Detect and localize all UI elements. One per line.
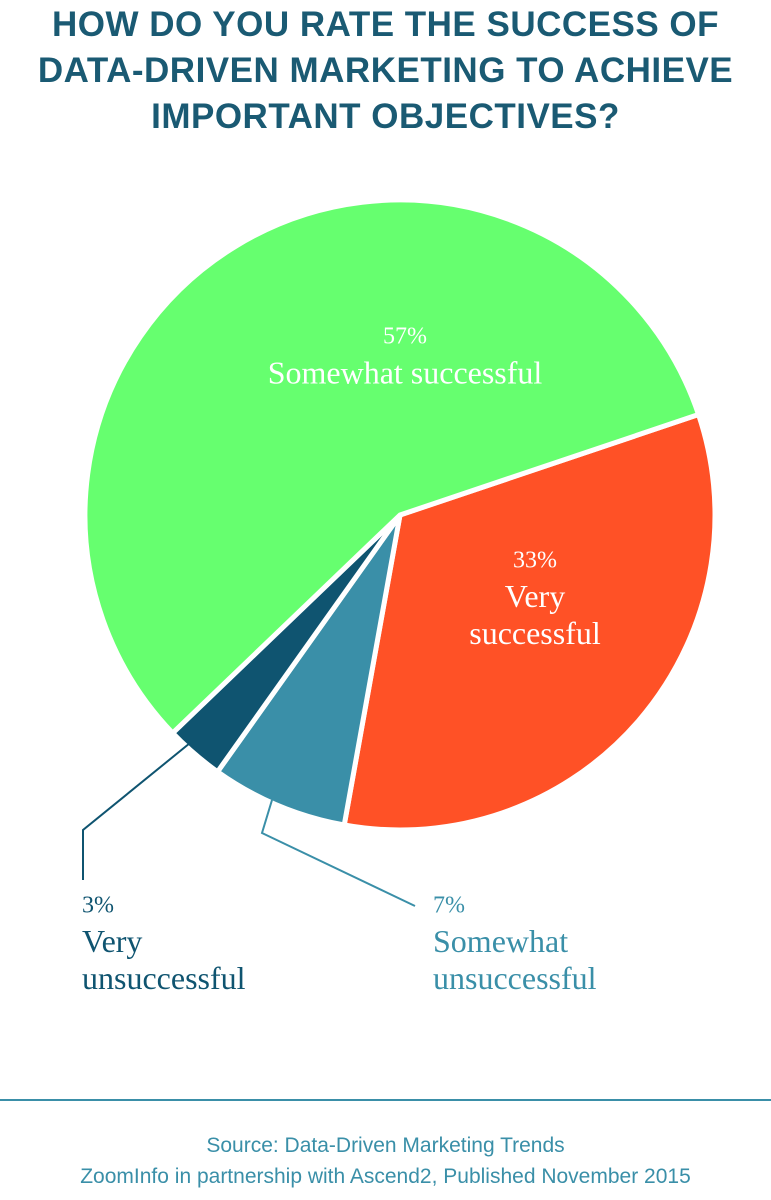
value-label: 57%	[383, 324, 427, 350]
divider	[0, 1099, 771, 1101]
leader-line	[260, 799, 416, 907]
value-label: 7%	[433, 893, 465, 919]
value-label: 33%	[513, 548, 557, 574]
category-label-line: unsuccessful	[433, 960, 597, 996]
category-label: Somewhat successful	[268, 354, 543, 390]
pie-slice	[215, 512, 403, 828]
source-line: Source: Data-Driven Marketing Trends	[206, 1134, 565, 1157]
category-label-line: successful	[469, 615, 601, 651]
category-label: Very successful	[469, 578, 601, 651]
pie-slice	[341, 412, 718, 833]
value-label: 3%	[82, 893, 114, 919]
category-label: Somewhat unsuccessful	[433, 923, 597, 996]
category-label-line: Somewhat	[433, 923, 568, 959]
chart-title: HOW DO YOU RATE THE SUCCESS OF DATA-DRIV…	[37, 5, 734, 136]
leader-line	[82, 742, 191, 880]
source: Source: Data-Driven Marketing Trends Zoo…	[0, 1130, 771, 1192]
category-label-line: Very	[505, 578, 565, 614]
category-label-line: unsuccessful	[82, 960, 246, 996]
pie-slice	[82, 197, 702, 736]
category-label-line: Very	[82, 923, 142, 959]
category-label: Very unsuccessful	[82, 923, 246, 996]
source-line: ZoomInfo in partnership with Ascend2, Pu…	[80, 1165, 691, 1188]
